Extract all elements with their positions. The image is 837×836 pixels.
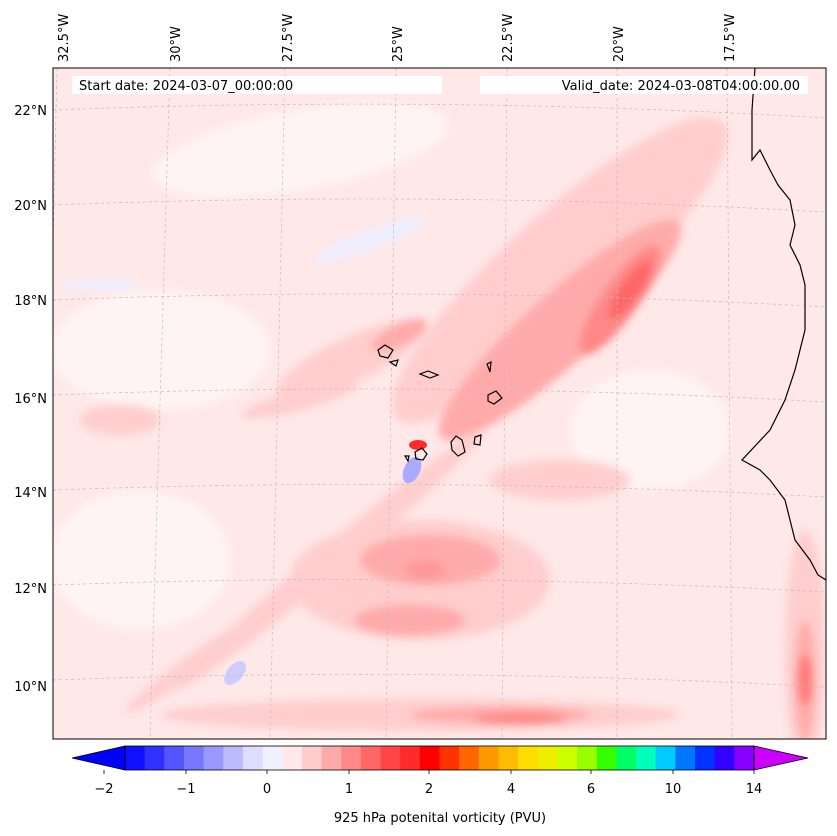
- colorbar-segment: [262, 746, 283, 770]
- colorbar-tick-label: 14: [746, 782, 763, 797]
- colorbar-segment: [144, 746, 165, 770]
- colorbar-segment: [714, 746, 735, 770]
- colorbar-segment: [321, 746, 342, 770]
- colorbar-segment: [498, 746, 519, 770]
- colorbar-segment: [636, 746, 657, 770]
- colorbar-segment: [282, 746, 303, 770]
- colorbar-segment: [341, 746, 362, 770]
- colorbar-segment: [164, 746, 185, 770]
- colorbar-segment: [183, 746, 205, 770]
- colorbar-segment: [203, 746, 224, 770]
- pv-field: [53, 68, 826, 739]
- lon-tick-label: 22.5°W: [501, 14, 516, 62]
- colorbar-segment: [518, 746, 539, 770]
- lat-tick-label: 16°N: [14, 392, 47, 407]
- start-date-label: Start date: 2024-03-07_00:00:00: [79, 79, 293, 94]
- lat-tick-label: 18°N: [14, 294, 47, 309]
- colorbar-segment: [459, 746, 480, 770]
- coastline: [741, 68, 826, 581]
- colorbar-segment: [655, 746, 676, 770]
- lon-tick-label: 17.5°W: [723, 14, 738, 62]
- colorbar-segment: [301, 746, 323, 770]
- colorbar-tick-label: −2: [94, 782, 113, 797]
- colorbar-segment: [577, 746, 598, 770]
- start-date-box: [72, 76, 442, 94]
- colorbar-segment: [242, 746, 264, 770]
- colorbar-segment: [419, 746, 440, 770]
- lat-tick-label: 14°N: [14, 486, 47, 501]
- colorbar-outline: [124, 745, 755, 771]
- colorbar-segment: [734, 746, 755, 770]
- colorbar: −2 −1 0 1 2 4 6 10 14: [71, 745, 809, 797]
- colorbar-title: 925 hPa potenital vorticity (PVU): [334, 811, 546, 826]
- lat-tick-label: 20°N: [14, 199, 47, 214]
- colorbar-segment: [125, 746, 146, 770]
- lon-tick-label: 25°W: [391, 26, 406, 62]
- islands: [377, 344, 503, 463]
- colorbar-segment: [596, 746, 617, 770]
- colorbar-segment: [380, 746, 401, 770]
- valid-date-box: [480, 76, 808, 94]
- colorbar-tick-label: 4: [507, 782, 515, 797]
- lat-tick-label: 22°N: [14, 104, 47, 119]
- colorbar-segment: [537, 746, 558, 770]
- colorbar-under-arrow: [71, 745, 126, 771]
- lon-tick-label: 32.5°W: [57, 14, 72, 62]
- colorbar-tick-label: 0: [263, 782, 271, 797]
- lat-tick-label: 12°N: [14, 582, 47, 597]
- colorbar-tick-label: 1: [345, 782, 353, 797]
- colorbar-segment: [616, 746, 637, 770]
- valid-date-label: Valid_date: 2024-03-08T04:00:00.00: [562, 79, 800, 94]
- colorbar-segment: [360, 746, 382, 770]
- map-frame: [52, 67, 827, 740]
- colorbar-segment: [695, 746, 716, 770]
- colorbar-tick-label: 2: [425, 782, 433, 797]
- colorbar-tick-label: 6: [587, 782, 595, 797]
- colorbar-segment: [557, 746, 578, 770]
- colorbar-tick-label: −1: [176, 782, 195, 797]
- colorbar-segment: [400, 746, 421, 770]
- lon-tick-label: 30°W: [169, 26, 184, 62]
- colorbar-segment: [675, 746, 696, 770]
- graticule: [53, 68, 826, 739]
- longitude-labels: 32.5°W 30°W 27.5°W 25°W 22.5°W 20°W 17.5°W: [57, 14, 738, 62]
- lon-tick-label: 27.5°W: [281, 14, 296, 62]
- lon-tick-label: 20°W: [612, 26, 627, 62]
- colorbar-over-arrow: [753, 745, 809, 771]
- colorbar-segment: [478, 746, 499, 770]
- colorbar-segment: [223, 746, 244, 770]
- latitude-labels: 22°N 20°N 18°N 16°N 14°N 12°N 10°N: [14, 104, 47, 695]
- colorbar-tick-label: 10: [665, 782, 682, 797]
- colorbar-segment: [439, 746, 460, 770]
- lat-tick-label: 10°N: [14, 680, 47, 695]
